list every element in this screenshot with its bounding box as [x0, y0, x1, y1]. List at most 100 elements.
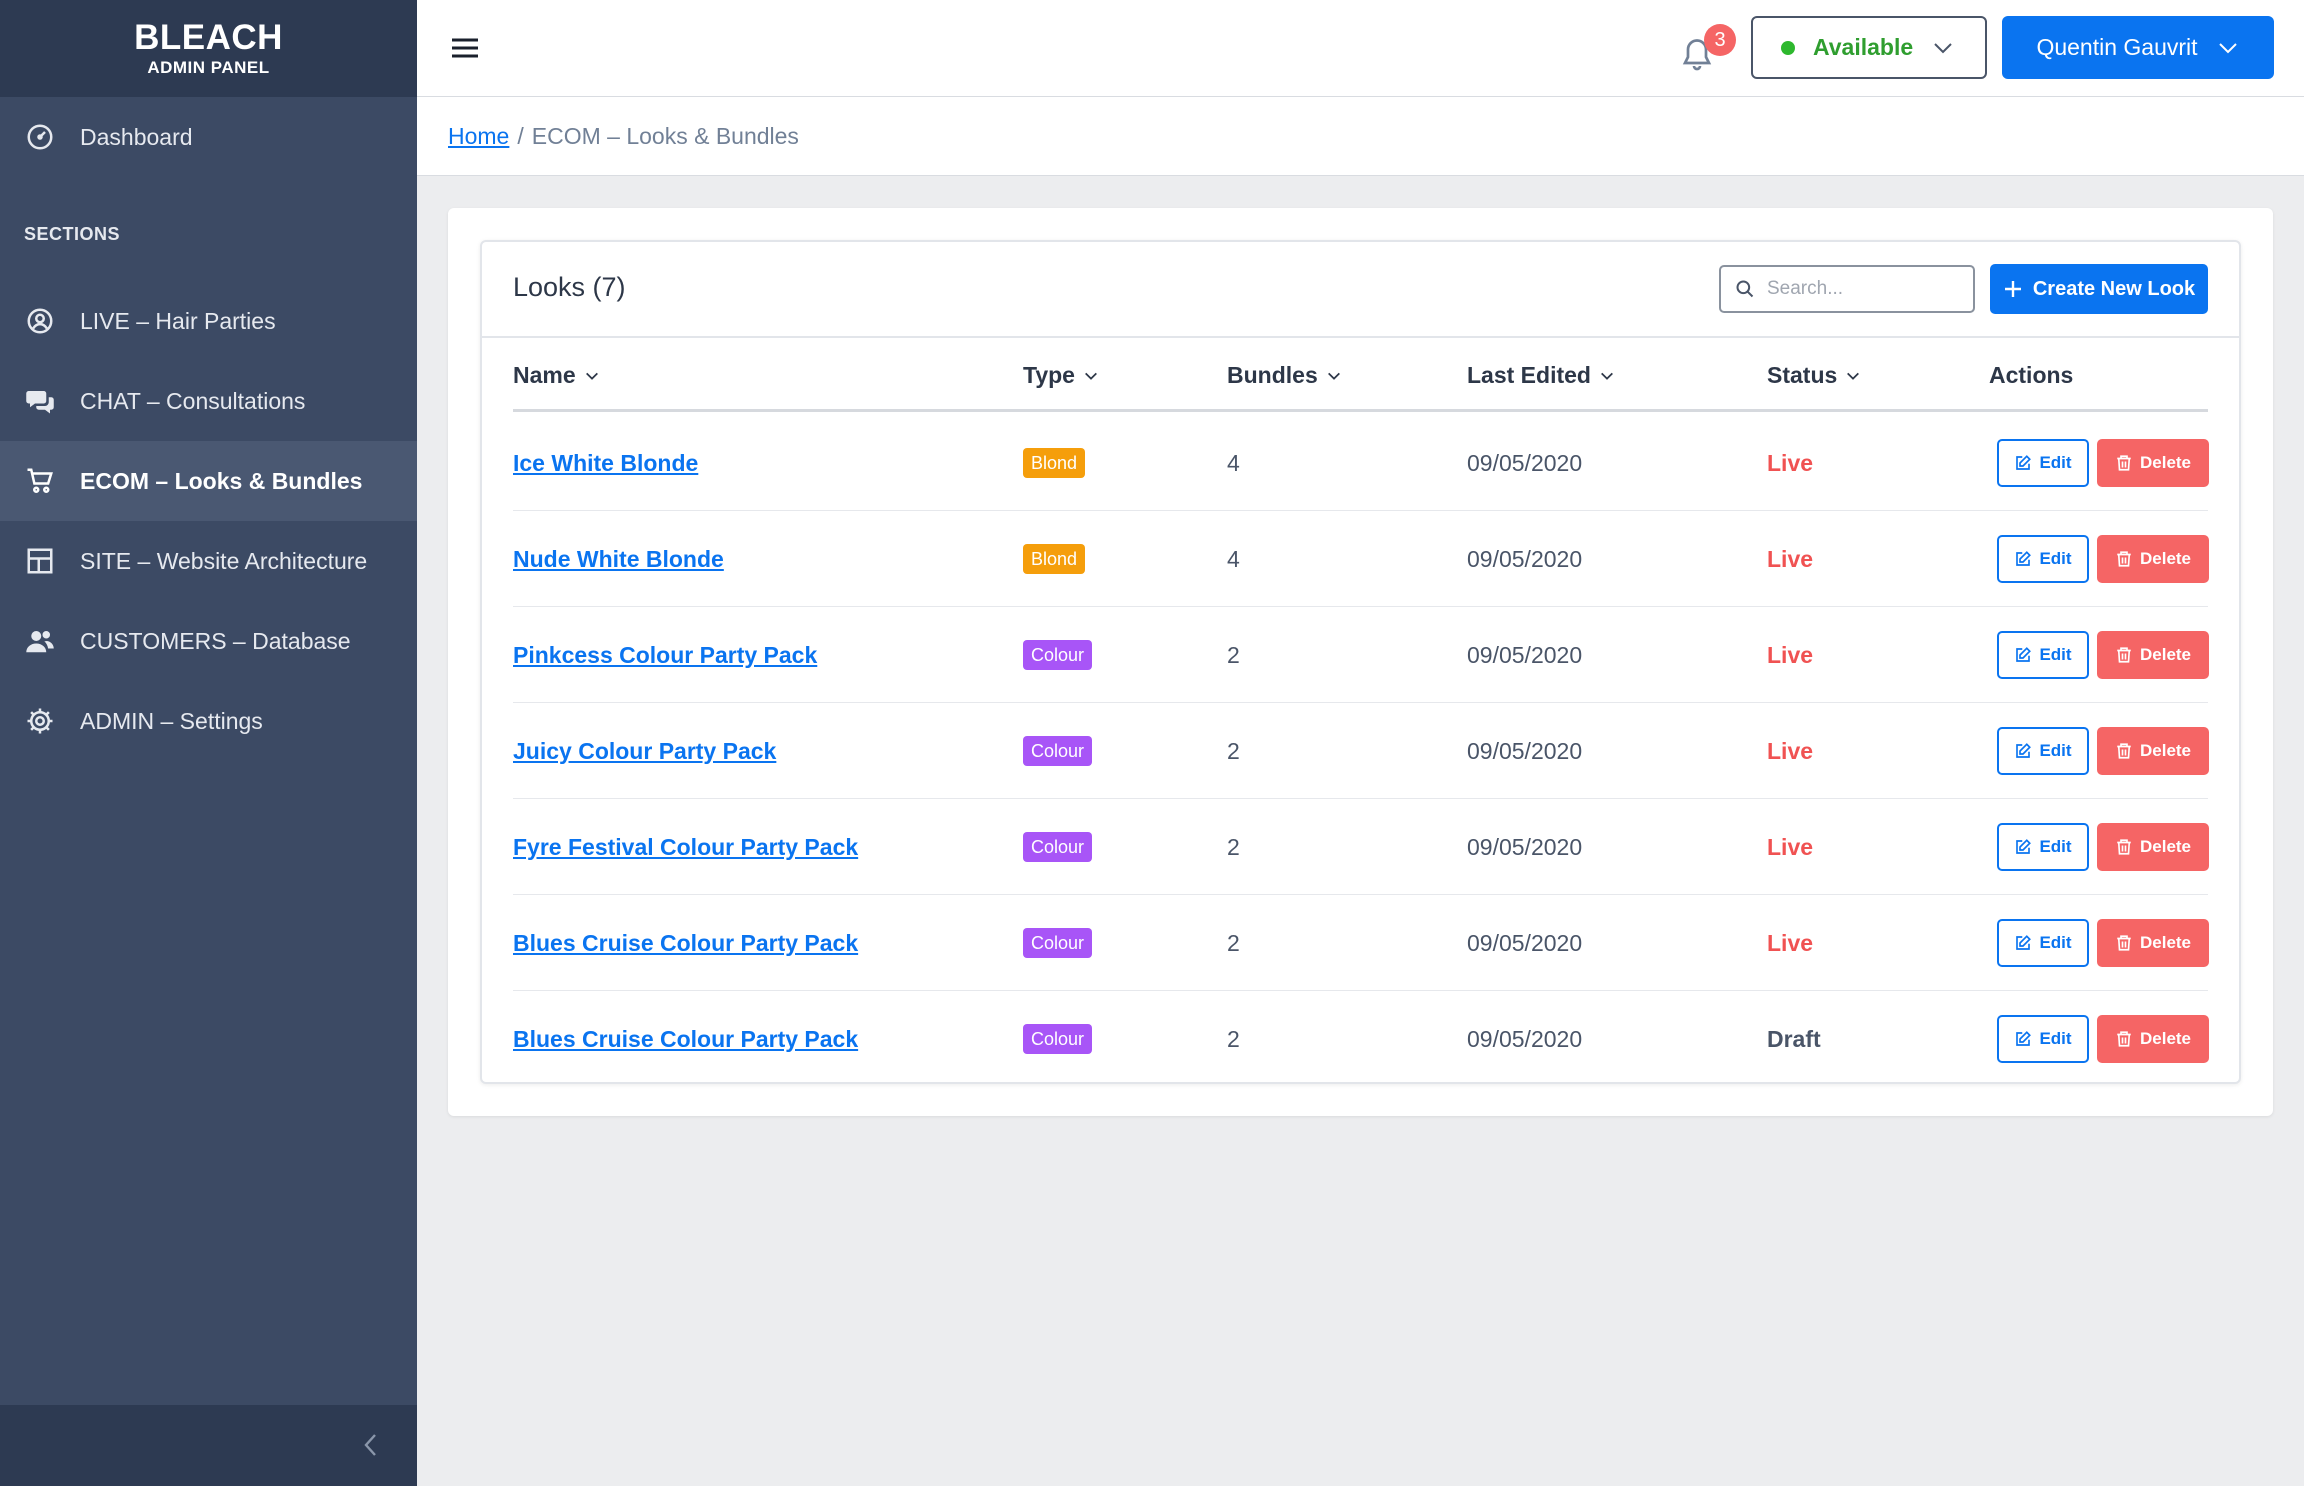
sidebar-item-customers[interactable]: CUSTOMERS – Database	[0, 601, 417, 681]
search-icon	[1736, 280, 1754, 298]
availability-dropdown[interactable]: Available	[1751, 16, 1987, 79]
edit-label: Edit	[2039, 645, 2072, 664]
look-name-link[interactable]: Blues Cruise Colour Party Pack	[513, 1025, 859, 1052]
notification-count-badge: 3	[1704, 24, 1736, 56]
create-new-look-button[interactable]: Create New Look	[1990, 264, 2208, 314]
edit-label: Edit	[2039, 741, 2072, 760]
sections-heading: SECTIONS	[24, 224, 121, 244]
table-row: Pinkcess Colour Party Pack Colour 2 09/05/2…	[513, 607, 2209, 703]
brand-logo[interactable]: BLEACH ADMIN PANEL	[0, 0, 417, 97]
sidebar-item-live[interactable]: LIVE – Hair Parties	[0, 281, 417, 361]
sidebar-item-admin[interactable]: ADMIN – Settings	[0, 681, 417, 761]
trash-icon	[2117, 1031, 2131, 1047]
status-label: Live	[1767, 929, 1814, 956]
type-badge: Colour	[1023, 736, 1093, 766]
dashboard-gauge-icon	[24, 121, 56, 153]
sidebar-item-label: ECOM – Looks & Bundles	[80, 467, 363, 494]
name-cell: Pinkcess Colour Party Pack	[513, 607, 817, 703]
sidebar-item-chat[interactable]: CHAT – Consultations	[0, 361, 417, 441]
name-cell: Nude White Blonde	[513, 511, 724, 607]
look-name-link[interactable]: Ice White Blonde	[513, 449, 699, 476]
sidebar-item-dashboard[interactable]: Dashboard	[0, 97, 417, 177]
last-edited-cell: 09/05/2020	[1467, 545, 1583, 572]
trash-icon	[2117, 839, 2131, 855]
trash-icon	[2117, 647, 2131, 663]
status-cell: Live	[1767, 415, 1813, 511]
type-cell: Colour	[1023, 991, 1093, 1087]
notifications-button[interactable]	[1679, 30, 1729, 74]
type-cell: Colour	[1023, 607, 1093, 703]
user-menu-dropdown[interactable]: Quentin Gauvrit	[2002, 16, 2274, 79]
delete-button[interactable]: Delete	[2097, 823, 2209, 871]
status-label: Live	[1767, 833, 1814, 860]
type-cell: Blond	[1023, 415, 1086, 511]
type-cell: Colour	[1023, 703, 1093, 799]
delete-button[interactable]: Delete	[2097, 439, 2209, 487]
table-header: Name Type Bundles Last Edited Status Act…	[513, 338, 2208, 412]
create-new-look-label: Create New Look	[2032, 277, 2196, 300]
chevron-down-icon	[585, 372, 598, 380]
look-name-link[interactable]: Pinkcess Colour Party Pack	[513, 641, 818, 668]
look-name-link[interactable]: Juicy Colour Party Pack	[513, 737, 777, 764]
column-header-label: Status	[1767, 362, 1838, 388]
user-name: Quentin Gauvrit	[2036, 34, 2198, 60]
delete-button[interactable]: Delete	[2097, 631, 2209, 679]
column-header-bundles[interactable]: Bundles	[1227, 362, 1342, 389]
look-name-link[interactable]: Fyre Festival Colour Party Pack	[513, 833, 859, 860]
edit-button[interactable]: Edit	[1997, 631, 2089, 679]
table-row: Fyre Festival Colour Party Pack Colour 2 09…	[513, 799, 2209, 895]
edit-button[interactable]: Edit	[1997, 535, 2089, 583]
column-header-actions: Actions	[1989, 362, 2073, 389]
search-field[interactable]	[1719, 265, 1975, 313]
look-name-link[interactable]: Blues Cruise Colour Party Pack	[513, 929, 859, 956]
type-badge: Colour	[1023, 928, 1093, 958]
status-label: Live	[1767, 449, 1814, 476]
edit-button[interactable]: Edit	[1997, 919, 2089, 967]
delete-button[interactable]: Delete	[2097, 1015, 2209, 1063]
delete-button[interactable]: Delete	[2097, 727, 2209, 775]
bundles-cell: 2	[1227, 737, 1240, 764]
search-input[interactable]	[1767, 278, 1957, 300]
delete-button[interactable]: Delete	[2097, 919, 2209, 967]
delete-button[interactable]: Delete	[2097, 535, 2209, 583]
delete-label: Delete	[2139, 1029, 2192, 1048]
column-header-last-edited[interactable]: Last Edited	[1467, 362, 1615, 389]
user-circle-icon	[24, 305, 56, 337]
look-name-link[interactable]: Nude White Blonde	[513, 545, 724, 572]
column-header-name[interactable]: Name	[513, 362, 600, 389]
column-header-type[interactable]: Type	[1023, 362, 1099, 389]
status-cell: Live	[1767, 607, 1813, 703]
topbar: 3 Available Quentin Gauvrit	[417, 0, 2304, 97]
breadcrumb-home-link[interactable]: Home	[448, 122, 510, 149]
edit-button[interactable]: Edit	[1997, 439, 2089, 487]
table-row: Ice White Blonde Blond 4 09/05/2020 Live Edit…	[513, 415, 2209, 511]
name-cell: Ice White Blonde	[513, 415, 698, 511]
cart-icon	[24, 465, 56, 497]
trash-icon	[2117, 455, 2131, 471]
chevron-left-icon	[364, 1434, 376, 1456]
column-header-label: Name	[513, 362, 576, 388]
edit-icon	[2016, 647, 2032, 662]
hamburger-icon	[452, 38, 478, 58]
name-cell: Juicy Colour Party Pack	[513, 703, 776, 799]
column-header-status[interactable]: Status	[1767, 362, 1861, 389]
menu-toggle-button[interactable]	[447, 30, 483, 66]
collapse-sidebar-button[interactable]	[355, 1429, 387, 1461]
brand-title: BLEACH	[134, 17, 283, 57]
edit-button[interactable]: Edit	[1997, 1015, 2089, 1063]
last-edited-cell: 09/05/2020	[1467, 737, 1583, 764]
trash-icon	[2117, 935, 2131, 951]
chevron-down-icon	[1934, 42, 1952, 53]
last-edited-cell: 09/05/2020	[1467, 1025, 1583, 1052]
name-cell: Blues Cruise Colour Party Pack	[513, 991, 858, 1087]
sidebar-item-site[interactable]: SITE – Website Architecture	[0, 521, 417, 601]
status-label: Live	[1767, 641, 1814, 668]
last-edited-cell: 09/05/2020	[1467, 929, 1583, 956]
edit-button[interactable]: Edit	[1997, 823, 2089, 871]
sidebar-item-label: CUSTOMERS – Database	[80, 627, 351, 654]
sidebar-item-ecom[interactable]: ECOM – Looks & Bundles	[0, 441, 417, 521]
edit-button[interactable]: Edit	[1997, 727, 2089, 775]
edit-icon	[2016, 455, 2032, 470]
sidebar-footer	[0, 1405, 417, 1486]
status-cell: Live	[1767, 895, 1813, 991]
